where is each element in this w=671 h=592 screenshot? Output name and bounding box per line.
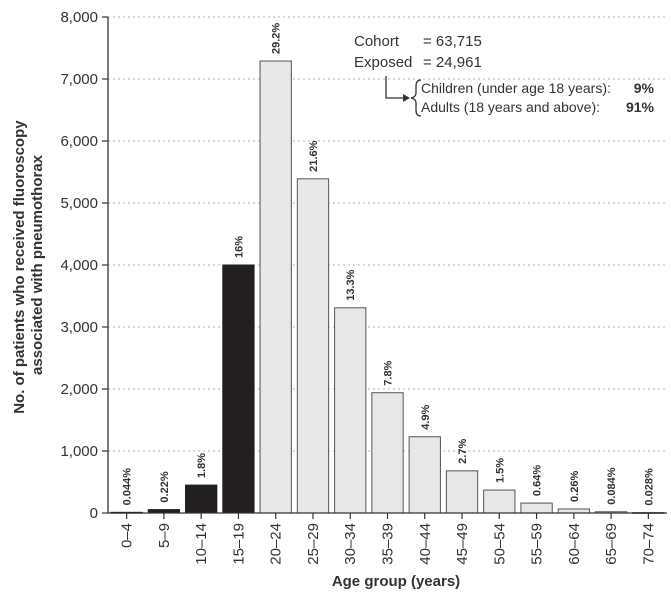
- bar-40-44: [408, 436, 441, 514]
- data-label: 1.8%: [196, 453, 208, 478]
- data-label: 7.8%: [383, 360, 395, 385]
- exposed-value: = 24,961: [423, 54, 482, 71]
- y-tick-label: 5,000: [60, 195, 98, 212]
- data-label: 0.64%: [532, 465, 544, 496]
- data-label: 16%: [233, 236, 245, 258]
- bar-45-49: [445, 470, 479, 514]
- x-tick-label: 30–34: [342, 523, 359, 565]
- x-tick-label: 35–39: [380, 523, 397, 565]
- y-axis-title-line-1: No. of patients who received fluoroscopy: [11, 120, 28, 414]
- y-axis-title-line-2: associated with pneumothorax: [29, 154, 46, 375]
- x-tick-label: 55–59: [529, 523, 546, 565]
- gridlines: [108, 16, 667, 452]
- adults-label: Adults (18 years and above):: [421, 99, 600, 115]
- y-tick-label: 0: [90, 505, 98, 522]
- y-axis-ticks: 0 1,000 2,000 3,000 4,000 5,000 6,000 7,000 8,00…: [60, 9, 108, 522]
- x-axis-ticks: 0–4 5–9 10–14 15–19 20–24 25–29 30–34 35–39 40–4…: [119, 513, 657, 565]
- bar-55-59: [520, 502, 553, 514]
- x-tick-label: 10–14: [193, 523, 210, 565]
- data-label: 0.044%: [122, 468, 134, 506]
- bar-50-54: [483, 489, 516, 514]
- elbow-arrowhead: [403, 94, 410, 102]
- data-labels: 0.044% 0.22% 1.8% 16% 29.2% 21.6% 13.3% 7.8% 4.9…: [122, 23, 656, 506]
- cohort-annotation: Cohort = 63,715 Exposed = 24,961 Childre…: [354, 33, 655, 117]
- y-tick-label: 6,000: [60, 133, 98, 150]
- adults-percent: 91%: [626, 99, 655, 115]
- x-tick-label: 70–74: [640, 523, 657, 565]
- data-label: 29.2%: [271, 23, 283, 54]
- bar-10-14: [185, 484, 218, 514]
- data-label: 21.6%: [308, 140, 320, 171]
- x-tick-label: 20–24: [268, 523, 285, 565]
- data-label: 1.5%: [494, 458, 506, 483]
- elbow-arrow: [385, 76, 403, 99]
- data-label: 0.22%: [159, 471, 171, 502]
- exposed-label: Exposed: [354, 54, 412, 71]
- cohort-label: Cohort: [354, 33, 400, 50]
- data-label: 0.084%: [606, 467, 618, 505]
- bar-35-39: [371, 392, 404, 514]
- y-tick-label: 2,000: [60, 381, 98, 398]
- data-label: 4.9%: [420, 404, 432, 429]
- x-tick-label: 40–44: [417, 523, 434, 565]
- bars: [110, 60, 665, 514]
- curly-brace: [410, 79, 422, 117]
- data-label: 2.7%: [457, 439, 469, 464]
- x-tick-label: 0–4: [119, 523, 136, 548]
- children-percent: 9%: [634, 80, 655, 96]
- x-tick-label: 25–29: [305, 523, 322, 565]
- y-tick-label: 4,000: [60, 257, 98, 274]
- x-tick-label: 5–9: [156, 523, 173, 548]
- x-tick-label: 65–69: [603, 523, 620, 565]
- y-tick-label: 1,000: [60, 443, 98, 460]
- children-label: Children (under age 18 years):: [421, 80, 611, 96]
- data-label: 13.3%: [345, 269, 357, 300]
- bar-30-34: [334, 307, 367, 514]
- bar-15-19: [222, 264, 255, 514]
- x-tick-label: 15–19: [230, 523, 247, 565]
- x-tick-label: 45–49: [454, 523, 471, 565]
- data-label: 0.028%: [643, 468, 655, 506]
- data-label: 0.26%: [569, 471, 581, 502]
- y-axis-title: No. of patients who received fluoroscopy…: [11, 116, 46, 414]
- x-axis-title: Age group (years): [332, 573, 460, 590]
- bar-20-24: [259, 60, 292, 514]
- y-tick-label: 7,000: [60, 71, 98, 88]
- y-tick-label: 8,000: [60, 9, 98, 26]
- x-tick-label: 60–64: [566, 523, 583, 565]
- cohort-value: = 63,715: [423, 33, 482, 50]
- x-tick-label: 50–54: [491, 523, 508, 565]
- y-tick-label: 3,000: [60, 319, 98, 336]
- bar-25-29: [296, 178, 330, 514]
